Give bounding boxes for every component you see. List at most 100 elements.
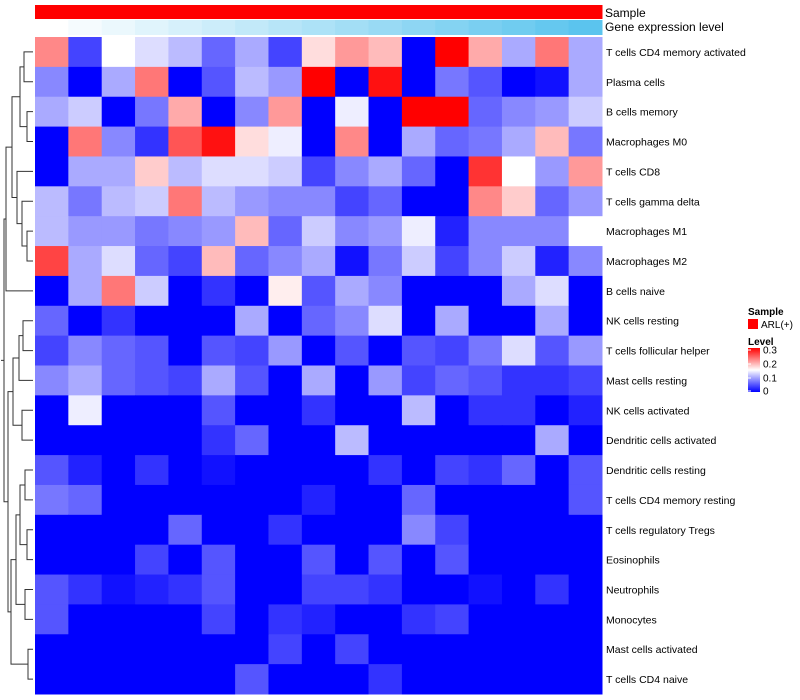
heatmap-cell [168, 514, 203, 546]
heatmap-cell [435, 216, 470, 247]
heatmap-cell [201, 156, 236, 187]
heatmap-cell [368, 335, 403, 366]
heatmap-cell [201, 66, 236, 98]
heatmap-cell [201, 186, 236, 217]
heatmap-cell [535, 455, 570, 486]
heatmap-cell [168, 246, 203, 277]
heatmap-cell [335, 664, 370, 695]
heatmap-cell [535, 246, 570, 277]
heatmap-cell [435, 246, 470, 277]
heatmap-cell [568, 634, 603, 665]
row-label: Plasma cells [606, 77, 665, 89]
heatmap-cell [535, 305, 570, 337]
heatmap-cell [135, 126, 169, 157]
heatmap-cell [35, 335, 69, 366]
heatmap-cell [101, 544, 136, 576]
heatmap-cell [501, 365, 536, 396]
row-label: T cells CD4 memory resting [606, 495, 735, 507]
heatmap-cell [301, 664, 336, 695]
dendrogram-branch [16, 170, 33, 225]
legend-sample-entry: ARL(+) [761, 320, 793, 331]
heatmap-cell [335, 455, 370, 486]
heatmap-cell [335, 365, 370, 396]
heatmap-cell [201, 335, 236, 366]
heatmap-cell [468, 66, 503, 98]
sample-annotation-cell [201, 5, 236, 19]
heatmap-cell [68, 335, 103, 366]
heatmap-cell [401, 156, 436, 187]
legend-level-tick-label: 0.1 [763, 374, 777, 385]
heatmap-cell [35, 455, 69, 486]
heatmap-cell [335, 186, 370, 217]
expression-annotation-cell [501, 20, 536, 35]
legend-level-colorbar [748, 348, 760, 392]
heatmap-cell [401, 455, 436, 486]
dendrogram-branch [22, 320, 33, 352]
heatmap-cell [268, 544, 303, 576]
annotation-label: Gene expression level [605, 20, 724, 34]
heatmap-cell [235, 455, 269, 486]
legend-level-title: Level [748, 337, 774, 348]
heatmap-cell [101, 66, 136, 98]
heatmap-cell [235, 574, 269, 605]
heatmap-cell [135, 455, 169, 486]
sample-annotation-cell [168, 5, 203, 19]
heatmap-cell [501, 425, 536, 456]
heatmap-cell [401, 275, 436, 307]
heatmap-cell [335, 126, 370, 157]
heatmap-cell [135, 664, 169, 695]
heatmap-cell [68, 246, 103, 277]
expression-annotation-cell [301, 20, 336, 35]
heatmap-cell [268, 634, 303, 665]
heatmap-cell [368, 484, 403, 516]
heatmap-cell [435, 186, 470, 217]
heatmap-cell [68, 634, 103, 665]
heatmap-cell [201, 246, 236, 277]
sample-annotation-cell [568, 5, 603, 19]
row-dendrogram [1, 51, 33, 680]
heatmap-cell [35, 365, 69, 396]
heatmap-cell [368, 395, 403, 426]
heatmap-cell [368, 216, 403, 247]
row-label: Monocytes [606, 614, 657, 626]
heatmap-cell [335, 216, 370, 247]
heatmap-cell [501, 604, 536, 635]
heatmap-cell [135, 246, 169, 277]
heatmap-cell [535, 216, 570, 247]
heatmap-cell [301, 425, 336, 456]
heatmap-cell [201, 514, 236, 546]
expression-annotation-cell [468, 20, 503, 35]
heatmap-cell [468, 425, 503, 456]
expression-annotation-cell [368, 20, 403, 35]
heatmap-cell [568, 484, 603, 516]
row-label: Mast cells resting [606, 375, 687, 387]
heatmap-cell [268, 186, 303, 217]
heatmap-cell [468, 634, 503, 665]
expression-annotation-cell [168, 20, 203, 35]
heatmap-cell [501, 96, 536, 128]
heatmap-cell [535, 514, 570, 546]
heatmap-cell [501, 186, 536, 217]
heatmap-cell [101, 514, 136, 546]
heatmap-cell [435, 37, 470, 68]
heatmap-cell [501, 484, 536, 516]
heatmap-cell [368, 664, 403, 695]
heatmap-cell [235, 66, 269, 98]
sample-annotation-cell [35, 5, 69, 19]
heatmap-cell [435, 574, 470, 605]
heatmap-cell [235, 544, 269, 576]
heatmap-cell [468, 335, 503, 366]
dendrogram-branch [21, 409, 33, 441]
heatmap-cell [101, 634, 136, 665]
heatmap-cell [68, 425, 103, 456]
heatmap-cell [435, 634, 470, 665]
heatmap-cell [68, 455, 103, 486]
annotation-label: Sample [605, 6, 646, 20]
heatmap-cell [168, 96, 203, 128]
sample-annotation-cell [301, 5, 336, 19]
heatmap-cell [335, 96, 370, 128]
heatmap-cell [368, 544, 403, 576]
heatmap-cell [468, 96, 503, 128]
heatmap-cell [368, 514, 403, 546]
heatmap-cell [435, 514, 470, 546]
